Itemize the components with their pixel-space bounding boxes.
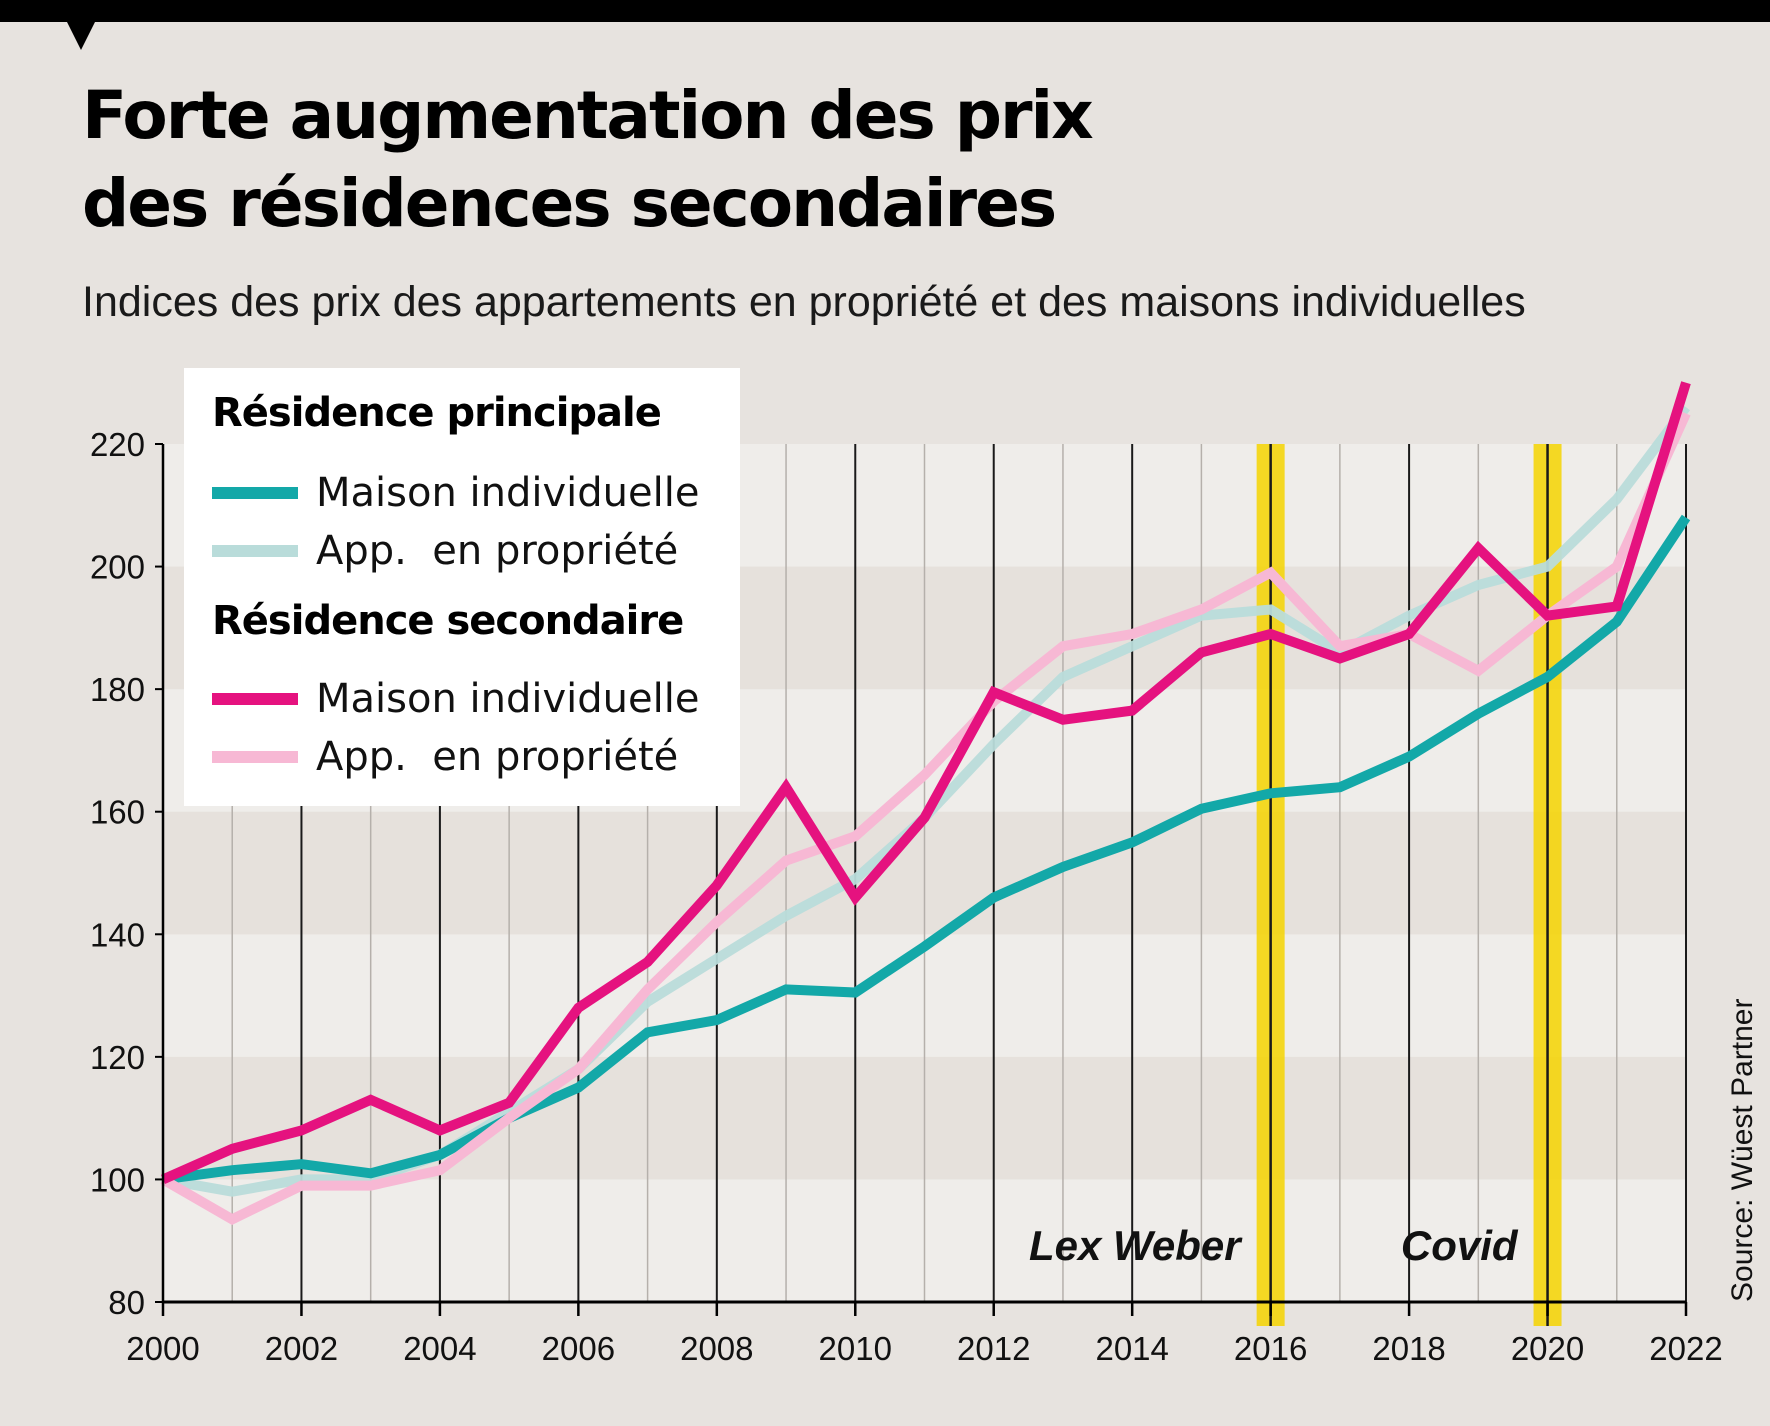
legend-item-secondary-house: Maison individuelle bbox=[212, 674, 699, 724]
x-tick-label-2022: 2022 bbox=[1649, 1330, 1722, 1367]
legend-swatch-primary-house bbox=[212, 487, 298, 499]
series-line-3 bbox=[160, 411, 1691, 1225]
y-tick-label-200: 200 bbox=[90, 549, 145, 586]
y-tick-label-120: 120 bbox=[90, 1039, 145, 1076]
legend-swatch-secondary-apt bbox=[212, 751, 298, 763]
legend-swatch-primary-apt bbox=[212, 545, 298, 557]
series-line-4 bbox=[160, 381, 1691, 1184]
x-tick-label-2014: 2014 bbox=[1095, 1330, 1168, 1367]
axes bbox=[155, 443, 1688, 1316]
legend-label-primary-house: Maison individuelle bbox=[316, 470, 700, 516]
tick-labels: 80 100 120 140 160 180 200 220 2000 2002 2004 2006 2… bbox=[90, 426, 1723, 1367]
x-tick-label-2002: 2002 bbox=[265, 1330, 338, 1367]
header-notch bbox=[66, 20, 96, 50]
legend-label-secondary-house: Maison individuelle bbox=[316, 676, 700, 722]
source-note: Source: Wüest Partner bbox=[1726, 998, 1759, 1302]
legend-label-primary-apt: App. en propriété bbox=[316, 528, 679, 574]
legend-group-primary: Résidence principale bbox=[212, 390, 662, 436]
top-bar bbox=[0, 0, 1770, 22]
legend-item-primary-apt: App. en propriété bbox=[212, 526, 678, 576]
x-tick-label-2004: 2004 bbox=[403, 1330, 476, 1367]
event-annotations: Lex Weber Covid bbox=[1029, 1222, 1519, 1269]
title-line-2: des résidences secondaires bbox=[82, 165, 1057, 242]
x-tick-label-2020: 2020 bbox=[1511, 1330, 1584, 1367]
legend-group-secondary: Résidence secondaire bbox=[212, 598, 684, 644]
x-tick-label-2000: 2000 bbox=[126, 1330, 199, 1367]
series-line-2 bbox=[162, 514, 1691, 1185]
event-highlights bbox=[1256, 444, 1562, 1326]
y-tick-label-220: 220 bbox=[90, 426, 145, 463]
x-tick-label-2008: 2008 bbox=[680, 1330, 753, 1367]
chart-title: Forte augmentation des prix des résidenc… bbox=[82, 72, 1094, 248]
x-tick-label-2018: 2018 bbox=[1372, 1330, 1445, 1367]
x-tick-label-2006: 2006 bbox=[542, 1330, 615, 1367]
series-lines bbox=[160, 381, 1691, 1225]
legend: Résidence principale Maison individuelle… bbox=[184, 368, 740, 806]
y-tick-label-80: 80 bbox=[108, 1284, 145, 1321]
chart-subtitle: Indices des prix des appartements en pro… bbox=[82, 278, 1526, 326]
legend-label-secondary-apt: App. en propriété bbox=[316, 734, 679, 780]
x-tick-label-2010: 2010 bbox=[819, 1330, 892, 1367]
legend-item-primary-house: Maison individuelle bbox=[212, 468, 699, 518]
y-tick-label-180: 180 bbox=[90, 671, 145, 708]
legend-item-secondary-apt: App. en propriété bbox=[212, 732, 678, 782]
y-tick-label-160: 160 bbox=[90, 794, 145, 831]
legend-swatch-secondary-house bbox=[212, 693, 298, 705]
annotation-2016: Lex Weber bbox=[1029, 1222, 1243, 1269]
x-tick-label-2016: 2016 bbox=[1234, 1330, 1307, 1367]
y-tick-label-140: 140 bbox=[90, 916, 145, 953]
x-tick-label-2012: 2012 bbox=[957, 1330, 1030, 1367]
y-tick-label-100: 100 bbox=[90, 1161, 145, 1198]
title-line-1: Forte augmentation des prix bbox=[82, 77, 1094, 154]
annotation-2020: Covid bbox=[1401, 1222, 1519, 1269]
